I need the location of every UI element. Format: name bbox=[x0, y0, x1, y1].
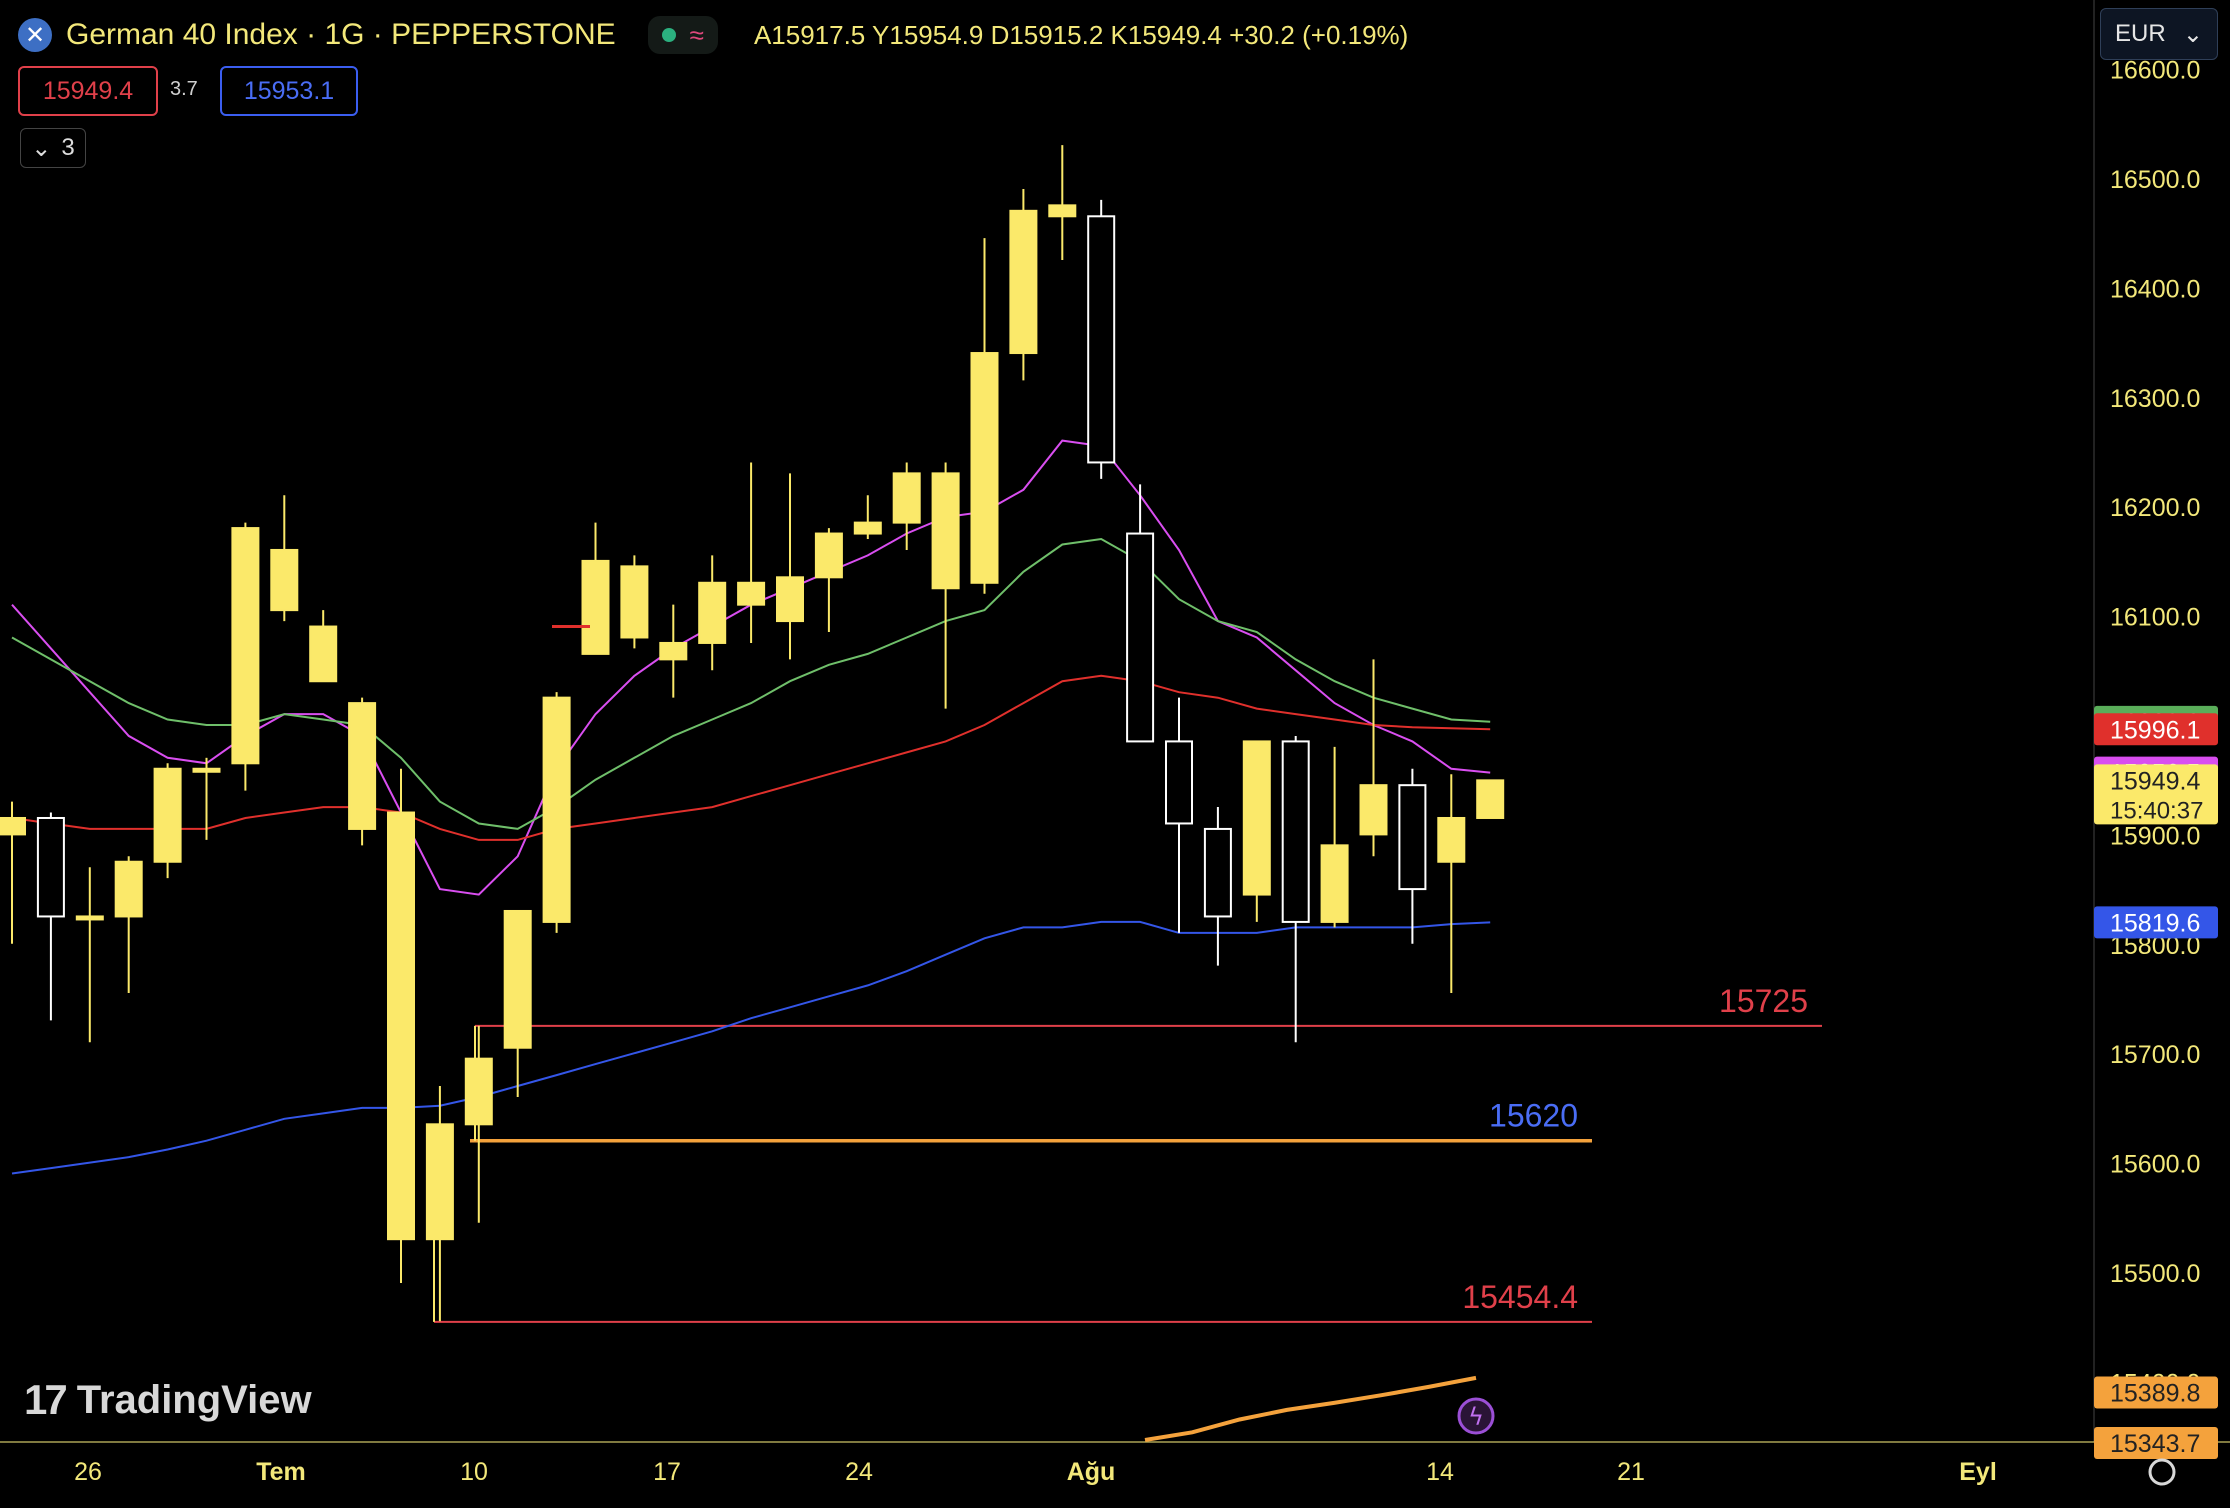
candle-body bbox=[1242, 740, 1271, 896]
logo-text: TradingView bbox=[76, 1377, 312, 1422]
candle-body bbox=[114, 860, 143, 918]
time-tick-label: 14 bbox=[1426, 1458, 1454, 1486]
time-tick-label: Eyl bbox=[1959, 1458, 1997, 1486]
candle-body bbox=[309, 625, 338, 683]
level-label: 15725 bbox=[1719, 983, 1808, 1019]
candle-body bbox=[970, 352, 999, 584]
candle-body bbox=[0, 816, 26, 836]
candle-body bbox=[1359, 784, 1388, 836]
candle-body bbox=[1203, 827, 1232, 918]
market-status[interactable]: ≈ bbox=[647, 16, 718, 54]
price-tick-label: 15500.0 bbox=[2110, 1260, 2200, 1288]
symbol-header: ✕ German 40 Index · 1G · PEPPERSTONE ≈ A… bbox=[18, 10, 1408, 60]
ohlc-values: A15917.5 Y15954.9 D15915.2 K15949.4 +30.… bbox=[753, 19, 1409, 50]
candle-body bbox=[1398, 784, 1427, 891]
moving-average-blue bbox=[11, 920, 1491, 1175]
time-tick-label: 21 bbox=[1617, 1458, 1645, 1486]
candle-body bbox=[192, 767, 221, 773]
time-tick-label: 17 bbox=[653, 1458, 681, 1486]
candle-body bbox=[776, 576, 804, 623]
candle-body bbox=[581, 559, 610, 655]
indicators-count: 3 bbox=[61, 134, 75, 161]
candle-body bbox=[231, 527, 260, 765]
candle-body bbox=[542, 696, 571, 923]
settings-gear-icon[interactable] bbox=[2148, 1458, 2176, 1486]
price-tag-label: 15996.1 bbox=[2110, 716, 2200, 744]
buy-price-button[interactable]: 15953.1 bbox=[220, 66, 358, 116]
price-tag bbox=[2094, 1426, 2218, 1459]
candle-body bbox=[36, 816, 65, 918]
indicators-collapse-button[interactable]: ⌄ 3 bbox=[20, 128, 86, 168]
candle-body bbox=[853, 521, 882, 535]
symbol-logo-icon: ✕ bbox=[18, 18, 52, 52]
lightning-icon: ϟ bbox=[1468, 1403, 1484, 1431]
price-tick-label: 16300.0 bbox=[2110, 385, 2200, 413]
volume-moving-average bbox=[1144, 1375, 1477, 1442]
chevron-down-icon: ⌄ bbox=[2182, 20, 2203, 48]
countdown-label: 15:40:37 bbox=[2110, 797, 2203, 824]
price-tick-label: 16600.0 bbox=[2110, 57, 2200, 85]
candle-body bbox=[387, 811, 415, 1241]
time-tick-label: 10 bbox=[460, 1458, 488, 1486]
spread-value: 3.7 bbox=[170, 78, 198, 100]
level-label: 15620 bbox=[1489, 1098, 1578, 1134]
price-tick-label: 15900.0 bbox=[2110, 822, 2200, 850]
candle-body bbox=[1009, 209, 1038, 355]
price-tick-label: 16500.0 bbox=[2110, 166, 2200, 194]
time-tick-label: Tem bbox=[256, 1458, 306, 1486]
candle-body bbox=[1281, 740, 1310, 923]
market-open-icon bbox=[661, 28, 676, 42]
candle-body bbox=[1087, 215, 1116, 464]
candle-body bbox=[75, 915, 104, 921]
price-tag-label: 15389.8 bbox=[2110, 1380, 2200, 1408]
price-tag bbox=[2094, 713, 2218, 746]
candle-body bbox=[1437, 816, 1466, 863]
candle-body bbox=[1320, 844, 1349, 923]
chevron-down-icon: ⌄ bbox=[31, 134, 52, 162]
candle-body bbox=[814, 532, 843, 579]
currency-select[interactable]: EUR ⌄ bbox=[2100, 8, 2218, 60]
price-tag bbox=[2094, 1376, 2218, 1409]
price-tick-label: 15700.0 bbox=[2110, 1041, 2200, 1069]
candle-body bbox=[1165, 740, 1193, 825]
candle-body bbox=[464, 1057, 493, 1126]
tradingview-logo[interactable]: 17 TradingView bbox=[24, 1376, 312, 1424]
price-tag-label: 15949.4 bbox=[2110, 767, 2200, 795]
candle-body bbox=[425, 1123, 454, 1241]
tradingview-mark-icon: 17 bbox=[24, 1376, 68, 1423]
candle-body bbox=[698, 581, 727, 644]
level-label: 15454.4 bbox=[1462, 1279, 1578, 1315]
symbol-title[interactable]: German 40 Index · 1G · PEPPERSTONE bbox=[66, 18, 616, 51]
candle-body bbox=[270, 548, 299, 612]
candle-body bbox=[153, 767, 182, 863]
time-tick-label: Ağu bbox=[1067, 1458, 1116, 1486]
moving-average-red bbox=[11, 674, 1491, 841]
price-tick-label: 15600.0 bbox=[2110, 1151, 2200, 1179]
sell-price-button[interactable]: 15949.4 bbox=[18, 66, 158, 116]
price-tick-label: 16200.0 bbox=[2110, 494, 2200, 522]
price-tag bbox=[2094, 764, 2218, 825]
candle-body bbox=[659, 641, 688, 661]
time-tick-label: 26 bbox=[74, 1458, 102, 1486]
price-tag-label: 15819.6 bbox=[2110, 909, 2200, 937]
lightning-badge-icon bbox=[1457, 1397, 1495, 1435]
candle-body bbox=[1048, 204, 1077, 218]
candle-body bbox=[737, 581, 766, 606]
delay-wave-icon: ≈ bbox=[689, 20, 704, 50]
price-tick-label: 16400.0 bbox=[2110, 275, 2200, 303]
currency-value: EUR bbox=[2115, 20, 2166, 47]
candle-body bbox=[1476, 779, 1505, 819]
price-tag bbox=[2094, 906, 2218, 939]
candle-body bbox=[620, 565, 649, 639]
candle-body bbox=[348, 702, 377, 830]
price-tag-label: 15343.7 bbox=[2110, 1430, 2200, 1458]
candle-body bbox=[892, 472, 921, 524]
time-tick-label: 24 bbox=[845, 1458, 873, 1486]
candle-body bbox=[503, 909, 532, 1049]
candle-body bbox=[931, 472, 960, 590]
price-tick-label: 16100.0 bbox=[2110, 604, 2200, 632]
candle-body bbox=[1126, 532, 1155, 743]
